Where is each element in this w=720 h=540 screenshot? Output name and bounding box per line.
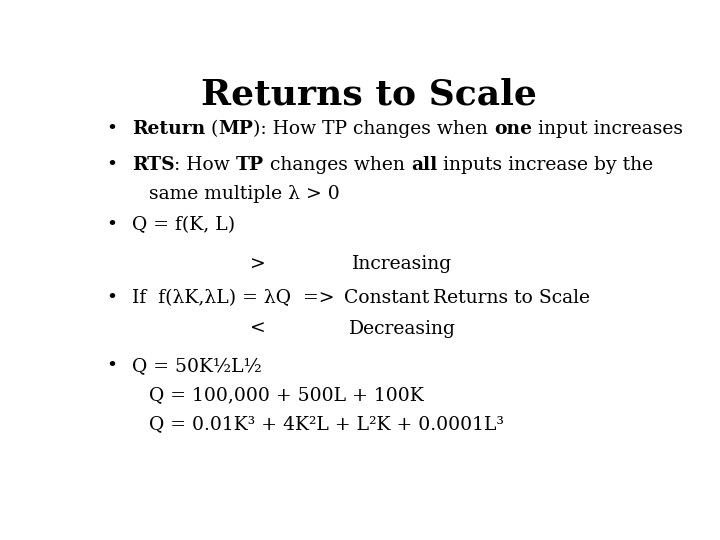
Text: inputs increase by the: inputs increase by the bbox=[438, 156, 654, 173]
Text: Decreasing: Decreasing bbox=[349, 320, 456, 338]
Text: one: one bbox=[494, 120, 532, 138]
Text: •: • bbox=[107, 216, 118, 234]
Text: •: • bbox=[107, 357, 118, 375]
Text: MP: MP bbox=[218, 120, 253, 138]
Text: RTS: RTS bbox=[132, 156, 174, 173]
Text: •: • bbox=[107, 289, 118, 307]
Text: <: < bbox=[250, 320, 265, 338]
Text: : How: : How bbox=[174, 156, 236, 173]
Text: Returns to Scale: Returns to Scale bbox=[433, 289, 590, 307]
Text: all: all bbox=[411, 156, 438, 173]
Text: •: • bbox=[107, 156, 118, 173]
Text: Q = 100,000 + 500L + 100K: Q = 100,000 + 500L + 100K bbox=[148, 386, 423, 404]
Text: same multiple λ > 0: same multiple λ > 0 bbox=[148, 185, 339, 202]
Text: Increasing: Increasing bbox=[352, 255, 453, 273]
Text: changes when: changes when bbox=[264, 156, 411, 173]
Text: Return: Return bbox=[132, 120, 205, 138]
Text: >: > bbox=[250, 255, 265, 273]
Text: TP: TP bbox=[236, 156, 264, 173]
Text: If  f(λK,λL) = λQ  =>: If f(λK,λL) = λQ => bbox=[132, 289, 334, 307]
Text: (: ( bbox=[205, 120, 218, 138]
Text: Q = f(K, L): Q = f(K, L) bbox=[132, 216, 235, 234]
Text: •: • bbox=[107, 120, 118, 138]
Text: Q = 50K½L½: Q = 50K½L½ bbox=[132, 357, 261, 375]
Text: Q = 0.01K³ + 4K²L + L²K + 0.0001L³: Q = 0.01K³ + 4K²L + L²K + 0.0001L³ bbox=[148, 415, 503, 434]
Text: Constant: Constant bbox=[344, 289, 429, 307]
Text: Returns to Scale: Returns to Scale bbox=[201, 77, 537, 111]
Text: input increases: input increases bbox=[532, 120, 683, 138]
Text: ): How TP changes when: ): How TP changes when bbox=[253, 120, 494, 138]
